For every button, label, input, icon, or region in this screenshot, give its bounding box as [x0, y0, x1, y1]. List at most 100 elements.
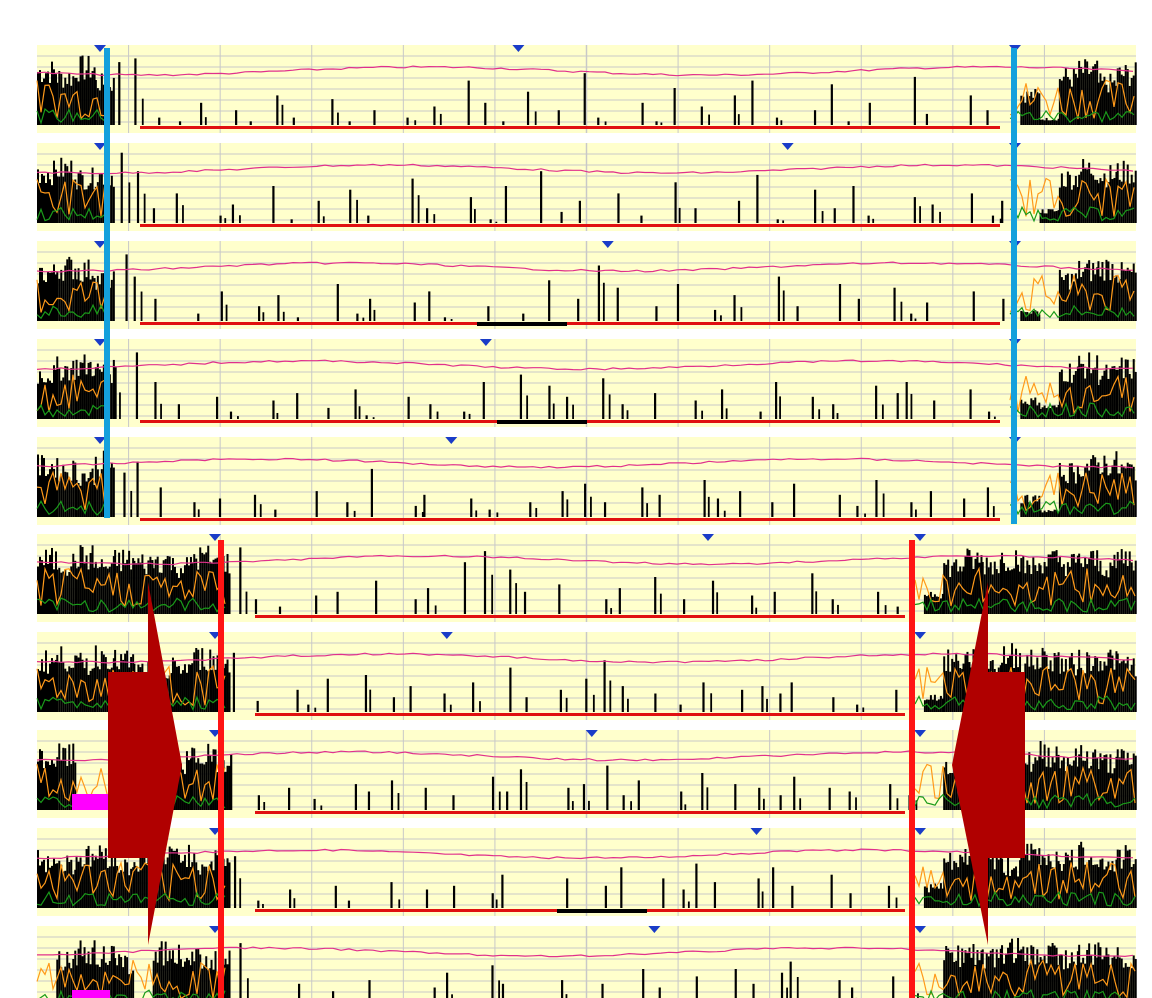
- activity-bar: [1071, 653, 1073, 712]
- activity-bar: [120, 957, 122, 998]
- activity-bar: [683, 599, 685, 614]
- activity-bar: [739, 491, 741, 517]
- activity-bar: [996, 851, 998, 908]
- activity-bar: [815, 591, 817, 614]
- activity-bar: [1063, 186, 1065, 223]
- activity-bar: [56, 757, 58, 810]
- activity-bar: [752, 984, 754, 998]
- activity-bar: [128, 182, 130, 223]
- activity-bar: [1050, 511, 1052, 517]
- activity-bar: [695, 864, 697, 908]
- activity-bar: [221, 291, 223, 321]
- activity-bar: [818, 409, 820, 419]
- activity-bar: [1094, 566, 1096, 614]
- activity-bar: [1125, 963, 1127, 998]
- activity-bar: [440, 114, 442, 125]
- activity-bar: [427, 588, 429, 614]
- activity-bar: [934, 695, 936, 712]
- activity-bar: [955, 654, 957, 712]
- activity-bar: [444, 317, 446, 321]
- activity-bar: [566, 397, 568, 419]
- activity-bar: [1123, 466, 1125, 517]
- activity-bar: [239, 943, 241, 998]
- activity-bar: [101, 559, 103, 614]
- activity-bar: [930, 884, 932, 908]
- activity-bar: [1125, 760, 1127, 810]
- activity-bar: [677, 284, 679, 321]
- activity-bar: [601, 984, 603, 998]
- activity-bar: [1073, 68, 1075, 125]
- activity-bar: [947, 650, 949, 712]
- activity-bar: [366, 415, 368, 419]
- activity-bar: [41, 455, 43, 517]
- activity-bar: [215, 850, 217, 908]
- activity-bar: [1050, 861, 1052, 908]
- activity-bar: [92, 545, 94, 614]
- activity-bar: [605, 886, 607, 908]
- activity-bar: [446, 973, 448, 998]
- activity-bar: [47, 72, 49, 125]
- activity-bar: [1131, 379, 1133, 419]
- activity-bar: [733, 295, 735, 321]
- activity-bar: [721, 389, 723, 419]
- activity-bar: [58, 481, 60, 517]
- activity-bar: [374, 310, 376, 321]
- activity-bar: [915, 510, 917, 517]
- activity-bar: [362, 318, 364, 321]
- activity-bar: [603, 283, 605, 321]
- activity-bar: [178, 404, 180, 419]
- actogram-row: [37, 926, 1137, 998]
- activity-bar: [855, 797, 857, 810]
- activity-bar: [1075, 176, 1077, 223]
- activity-bar: [499, 792, 501, 810]
- activity-bar: [566, 994, 568, 998]
- activity-bar: [1059, 372, 1061, 419]
- activity-bar: [998, 573, 1000, 614]
- activity-bar: [176, 667, 178, 712]
- activity-bar: [1090, 955, 1092, 998]
- activity-bar: [938, 699, 940, 712]
- activity-bar: [1099, 561, 1101, 614]
- activity-bar: [113, 78, 115, 125]
- activity-bar: [1135, 171, 1137, 223]
- activity-bar: [293, 898, 295, 908]
- activity-bar: [888, 886, 890, 908]
- activity-bar: [53, 764, 55, 810]
- activity-bar: [970, 95, 972, 125]
- activity-bar: [391, 780, 393, 810]
- activity-bar: [875, 480, 877, 517]
- activity-bar: [145, 863, 147, 908]
- activity-bar: [76, 78, 78, 125]
- activity-bar: [84, 263, 86, 321]
- activity-bar: [734, 95, 736, 125]
- activity-bar: [1061, 567, 1063, 614]
- activity-bar: [277, 295, 279, 321]
- activity-bar: [856, 506, 858, 517]
- activity-bar: [704, 480, 706, 517]
- activity-bar: [160, 404, 162, 419]
- activity-bar: [524, 592, 526, 614]
- activity-bar: [623, 795, 625, 810]
- activity-bar: [90, 183, 92, 223]
- activity-bar: [368, 792, 370, 811]
- activity-bar: [515, 583, 517, 614]
- activity-bar: [1001, 859, 1003, 908]
- activity-bar: [1109, 563, 1111, 614]
- activity-bar: [320, 805, 322, 810]
- activity-bar: [101, 852, 103, 908]
- activity-bar: [203, 867, 205, 908]
- activity-bar: [1042, 119, 1044, 125]
- activity-bar: [224, 218, 226, 223]
- activity-bar: [716, 592, 718, 614]
- activity-bar: [660, 123, 662, 125]
- activity-bar: [998, 860, 1000, 908]
- activity-bar: [1090, 551, 1092, 614]
- activity-bar: [911, 394, 913, 419]
- activity-bar: [1135, 959, 1137, 998]
- activity-bar: [483, 382, 485, 419]
- activity-bar: [356, 314, 358, 321]
- activity-bar: [897, 607, 899, 614]
- activity-bar: [262, 312, 264, 321]
- activity-bar: [674, 182, 676, 223]
- rest-baseline: [140, 322, 1000, 325]
